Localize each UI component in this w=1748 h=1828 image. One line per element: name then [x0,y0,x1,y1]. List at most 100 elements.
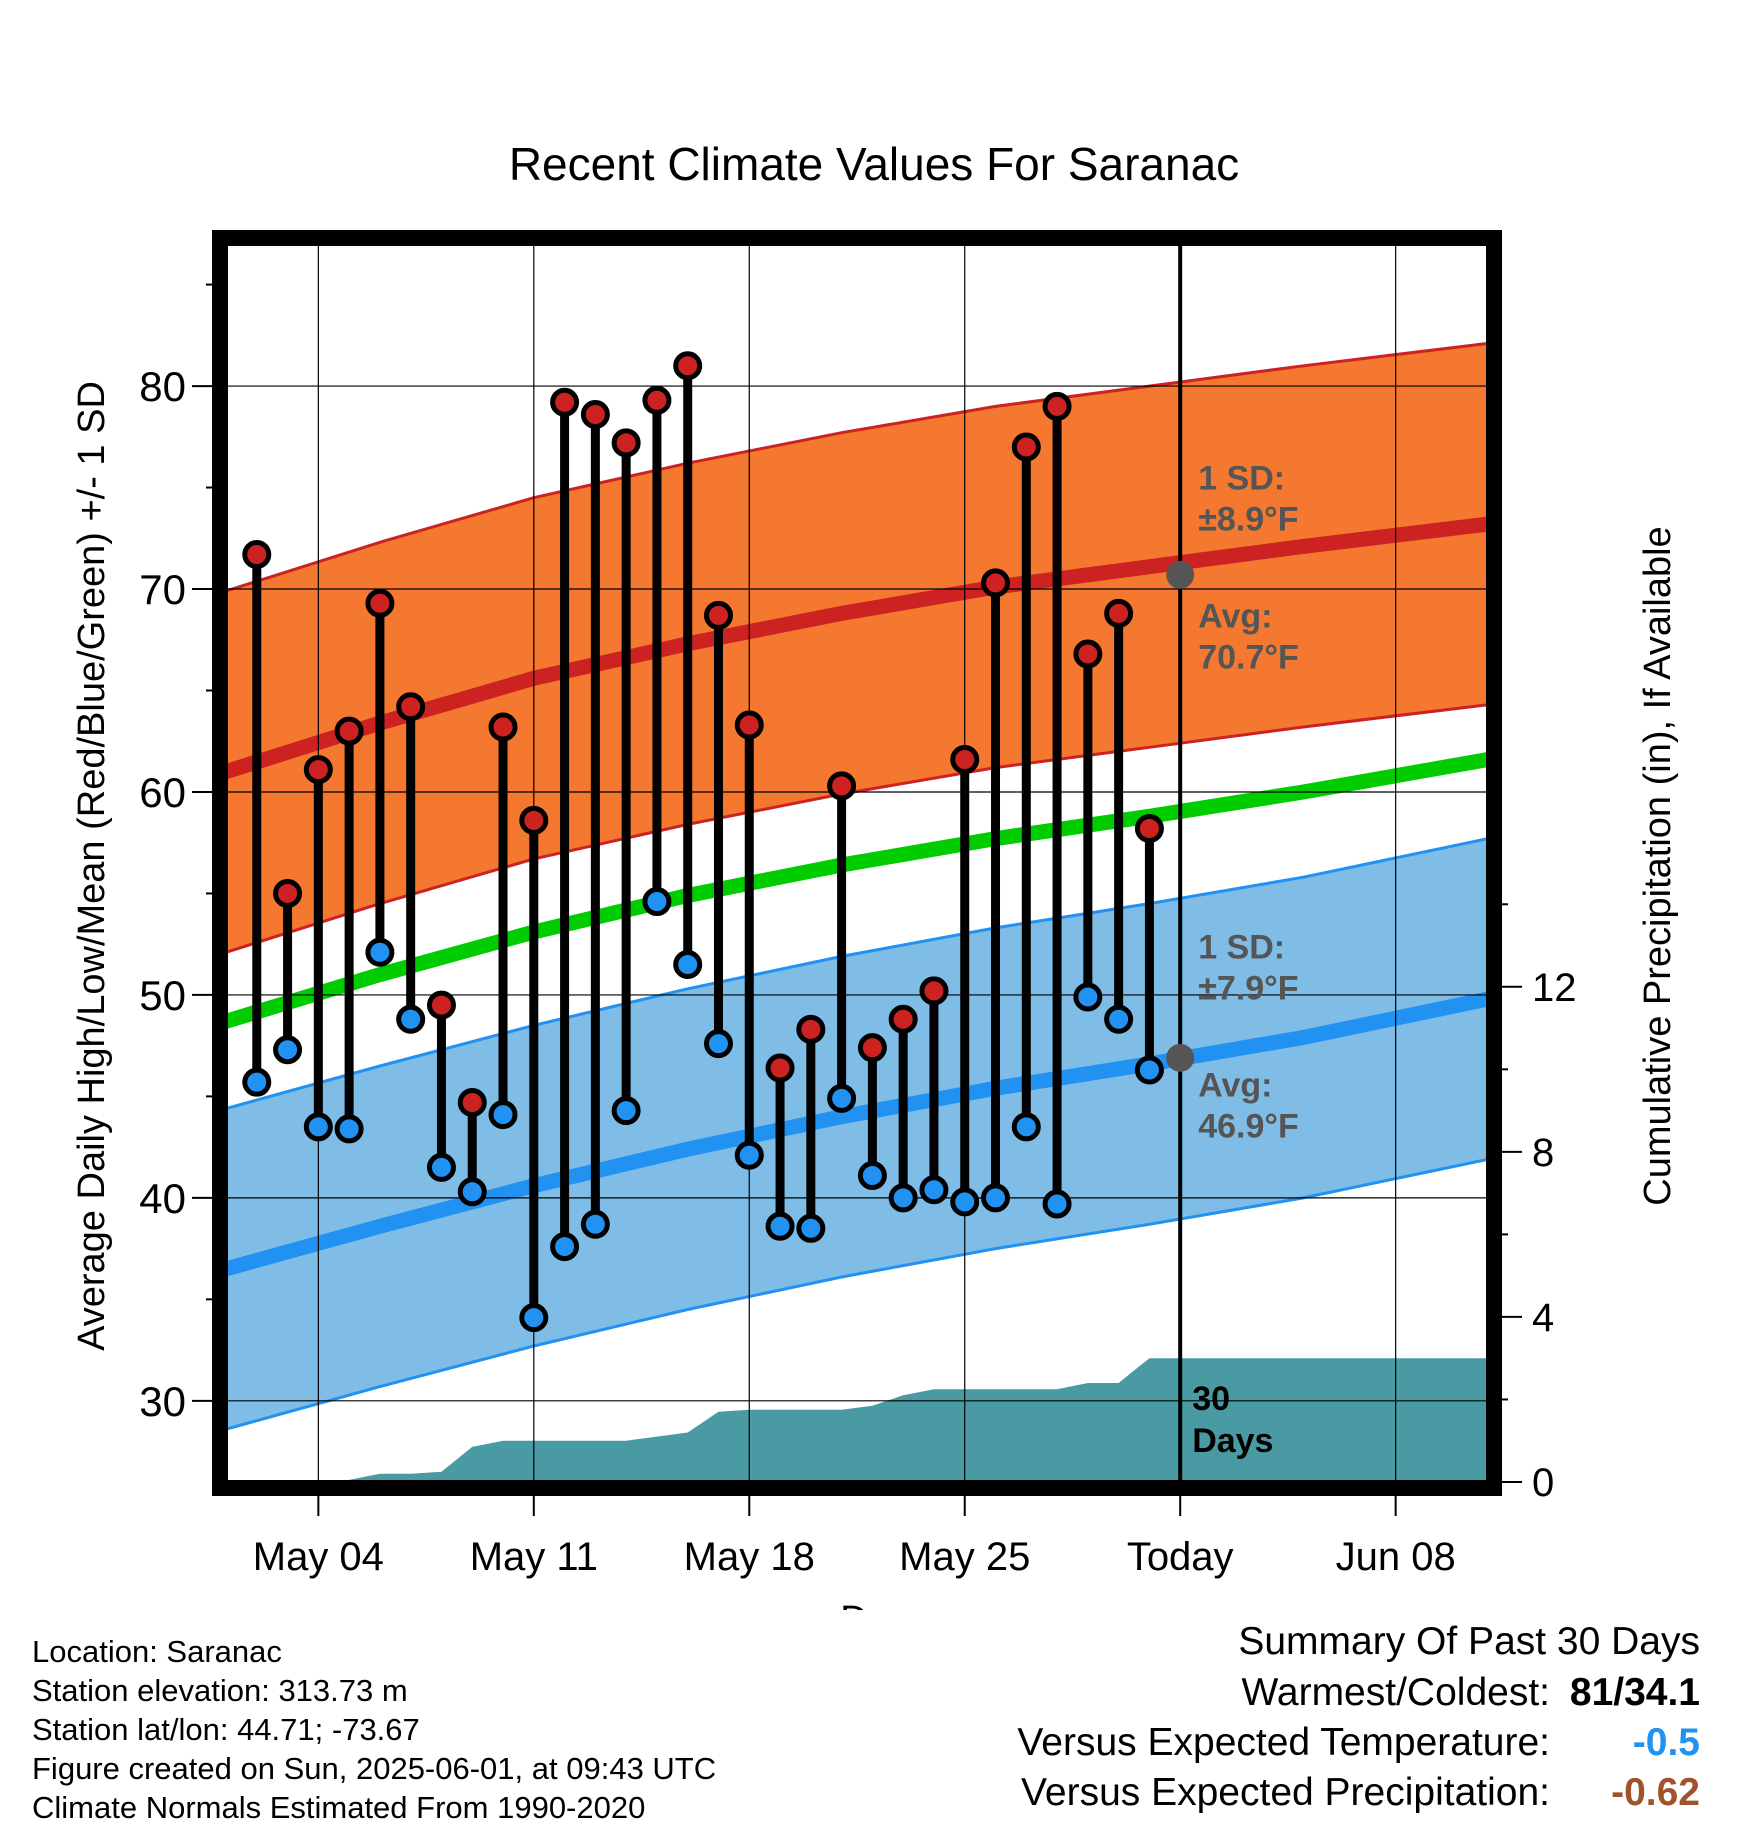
low-temp-point [334,1114,364,1144]
y2-tick-label: 12 [1532,966,1577,1010]
high-temp-point [919,976,949,1006]
high-temp-point [580,399,610,429]
today-low-normal-marker [1166,1043,1195,1072]
normals-text: Climate Normals Estimated From 1990-2020 [32,1790,646,1825]
high-temp-point [457,1087,487,1117]
created-text: Figure created on Sun, 2025-06-01, at 09… [32,1751,717,1786]
warmest-value: 81/34.1 [1569,1671,1700,1714]
low-temp-point [580,1209,610,1239]
x-tick-label: May 11 [470,1535,598,1579]
low-temp-point [796,1213,826,1243]
y-tick-label: 60 [139,769,186,816]
station-info: Location: Saranac Station elevation: 313… [32,1632,716,1827]
low-temp-point [765,1211,795,1241]
high-temp-point [1042,391,1072,421]
warmest-label: Warmest/Coldest: [1241,1671,1550,1714]
low-sd-band [226,838,1488,1430]
low-sd-label: ±7.9°F [1198,969,1298,1007]
low-temp-point [827,1083,857,1113]
y-axis-label: Average Daily High/Low/Mean (Red/Blue/Gr… [71,381,113,1351]
high-temp-point [488,712,518,742]
x-axis-label: Day [840,1599,908,1610]
high-temp-point [981,568,1011,598]
low-temp-point [673,949,703,979]
x-tick-label: May 18 [684,1535,815,1579]
high-temp-point [857,1033,887,1063]
low-avg-label: 46.9°F [1198,1107,1299,1145]
x-tick-label: Jun 08 [1336,1535,1456,1579]
y2-tick-label: 0 [1532,1461,1554,1505]
high-temp-point [1134,813,1164,843]
latlon-text: Station lat/lon: 44.71; -73.67 [32,1712,420,1747]
high-temp-point [642,385,672,415]
summary-warmest-row: Warmest/Coldest: 81/34.1 [1017,1668,1700,1718]
x-tick-label: Today [1127,1535,1234,1579]
low-temp-point [1134,1055,1164,1085]
low-normal-line [226,991,1488,1277]
y2-tick-label: 4 [1532,1296,1554,1340]
high-temp-point [396,692,426,722]
high-temp-point [1073,639,1103,669]
high-temp-point [1011,432,1041,462]
location-text: Location: Saranac [32,1634,282,1669]
low-temp-point [519,1303,549,1333]
y2-axis-label: Cumulative Precipitation (in), If Availa… [1637,526,1679,1205]
high-sd-band [226,343,1488,953]
y-tick-label: 50 [139,972,186,1019]
high-temp-point [1104,598,1134,628]
low-avg-label: Avg: [1198,1066,1272,1104]
summary-panel: Summary Of Past 30 Days Warmest/Coldest:… [1017,1616,1700,1818]
precip-value: -0.62 [1611,1771,1700,1814]
low-temp-point [950,1187,980,1217]
high-temp-point [550,387,580,417]
low-temp-point [426,1152,456,1182]
plot-frame [212,230,1502,1496]
low-temp-point [365,937,395,967]
low-temp-point [1104,1004,1134,1034]
y-tick-label: 30 [139,1378,186,1425]
high-temp-point [950,744,980,774]
low-temp-point [642,887,672,917]
y-axis-left: 30 40 50 60 70 80 [139,283,220,1425]
high-temp-point [888,1004,918,1034]
precip-label: Versus Expected Precipitation: [1021,1771,1550,1814]
low-temp-point [611,1096,641,1126]
x-tick-label: May 25 [899,1535,1030,1579]
temp-value: -0.5 [1632,1721,1700,1764]
today-high-normal-marker [1166,560,1195,589]
elevation-text: Station elevation: 313.73 m [32,1673,408,1708]
summary-temp-row: Versus Expected Temperature: -0.5 [1017,1718,1700,1768]
y2-tick-label: 8 [1532,1131,1554,1175]
low-temp-point [888,1183,918,1213]
high-temp-point [426,990,456,1020]
high-temp-point [303,755,333,785]
low-sd-label: 1 SD: [1198,928,1285,966]
high-temp-point [365,588,395,618]
high-temp-point [273,878,303,908]
high-temp-point [334,716,364,746]
low-temp-point [1011,1112,1041,1142]
x-tick-label: May 04 [253,1535,384,1579]
precipitation-area [226,1358,1488,1482]
high-temp-point [242,540,272,570]
days-window-label: 30 [1192,1380,1230,1418]
low-temp-point [396,1004,426,1034]
high-sd-label: ±8.9°F [1198,501,1298,539]
low-temp-point [919,1175,949,1205]
low-temp-point [550,1232,580,1262]
high-avg-label: 70.7°F [1198,639,1299,677]
high-temp-point [611,428,641,458]
summary-precip-row: Versus Expected Precipitation: -0.62 [1017,1768,1700,1818]
high-temp-point [796,1014,826,1044]
y-axis-right: 0 4 8 12 [1494,903,1577,1505]
low-temp-point [457,1177,487,1207]
high-normal-line [226,516,1488,779]
low-temp-point [1073,982,1103,1012]
high-temp-point [765,1053,795,1083]
low-temp-point [488,1100,518,1130]
x-axis: May 04 May 11 May 18 May 25 Today Jun 08 [253,1488,1456,1579]
summary-title: Summary Of Past 30 Days [1238,1620,1700,1663]
y-tick-label: 80 [139,363,186,410]
high-temp-point [519,805,549,835]
